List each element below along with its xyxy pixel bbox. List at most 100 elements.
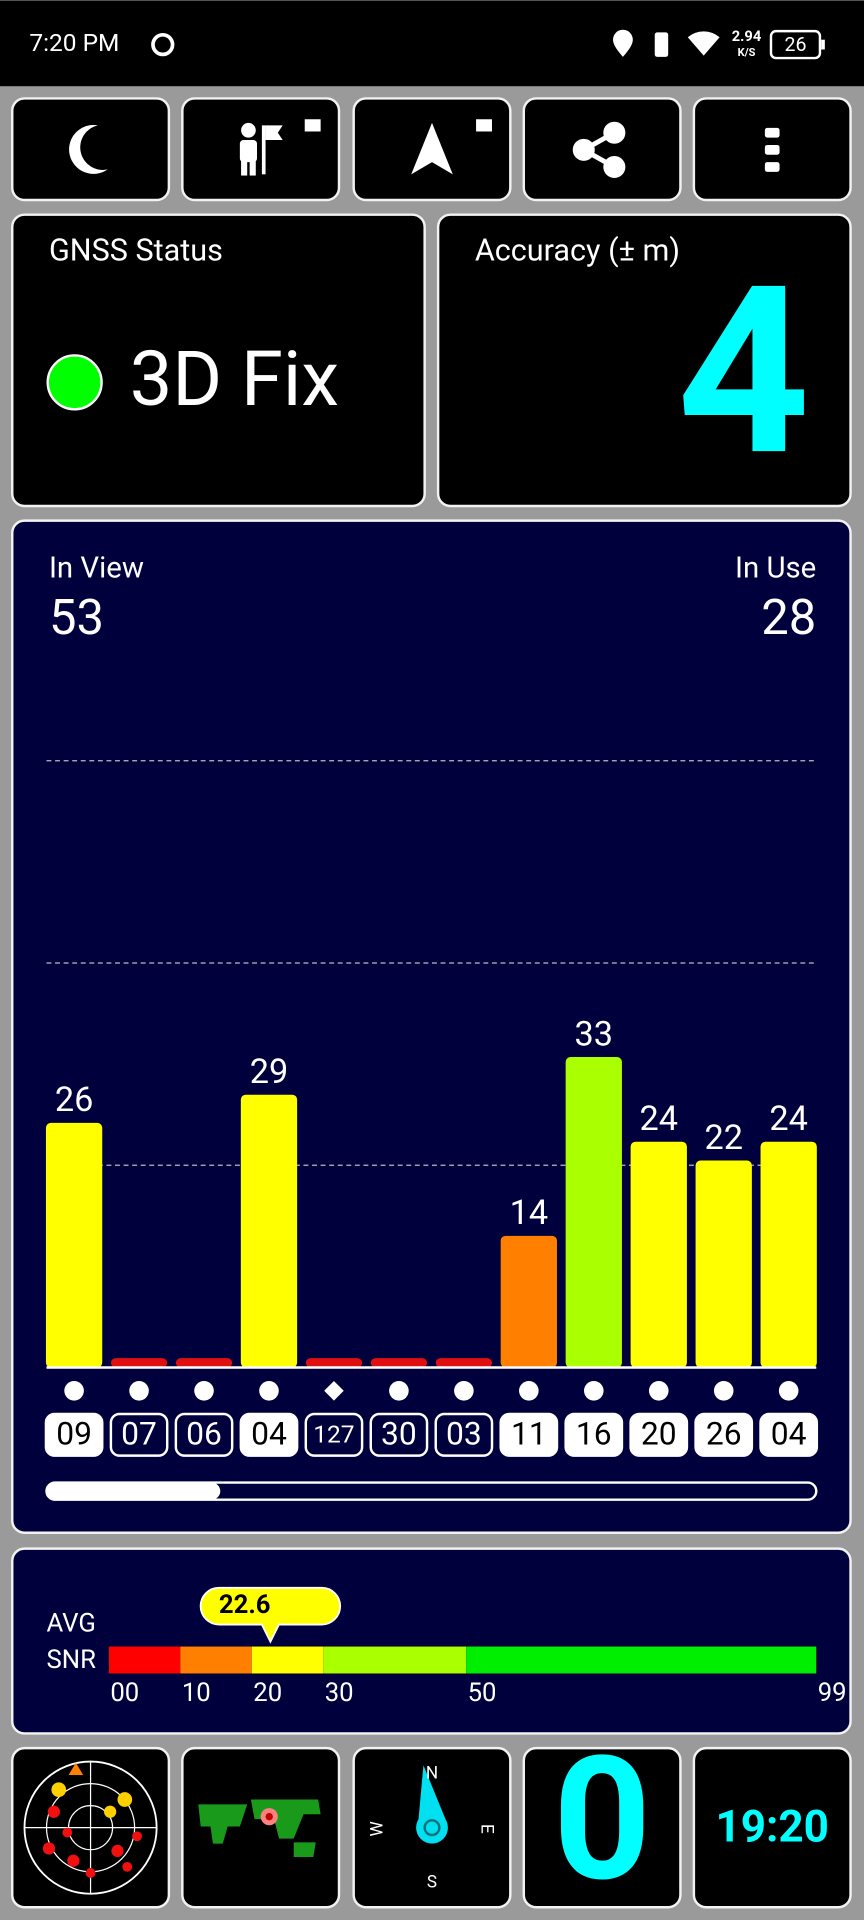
scrollbar-thumb[interactable]	[46, 1482, 221, 1500]
snr-label-bottom: SNR	[47, 1645, 97, 1675]
avg-label: 22.6	[219, 1590, 271, 1620]
satellite-id: 04	[251, 1414, 287, 1452]
avg-marker	[199, 1586, 341, 1644]
clock-tile	[692, 1746, 852, 1909]
bar	[305, 1358, 363, 1368]
bar	[500, 1235, 557, 1368]
value-label: 24	[640, 1099, 679, 1139]
location-mode-button[interactable]	[181, 97, 341, 202]
bar	[695, 1160, 752, 1368]
satellite-id-box	[304, 1412, 364, 1457]
constellation-marker	[648, 1380, 669, 1401]
compass-e: E	[476, 1824, 496, 1834]
battery	[769, 29, 822, 60]
satellite-id-box	[109, 1412, 169, 1457]
constellation-marker	[64, 1380, 84, 1401]
satellite-id-box	[629, 1412, 689, 1457]
value-label: 29	[250, 1052, 289, 1092]
in-view-value: 53	[49, 589, 104, 646]
constellation-marker	[194, 1380, 214, 1401]
bar-chart: 26 09 07 06 29 04 127 30 03 14 11 33 16 24 20 22 26 24 04	[44, 760, 819, 1457]
wifi-icon	[687, 31, 720, 56]
constellation-marker	[713, 1380, 734, 1401]
satellite-id-box	[174, 1412, 234, 1457]
satellite-id: 11	[511, 1414, 547, 1452]
snr-segment	[180, 1646, 252, 1674]
snr-tick-label: 10	[182, 1678, 211, 1708]
constellation-marker	[259, 1380, 279, 1401]
world-map-icon	[198, 1799, 321, 1858]
in-view-label: In View	[49, 551, 144, 585]
net-speed-unit: K/S	[738, 46, 756, 59]
constellation-marker	[389, 1380, 409, 1401]
night-mode-button[interactable]	[11, 97, 171, 202]
sky-plot-icon	[23, 1760, 158, 1895]
constellation-marker	[519, 1380, 539, 1401]
accuracy-title: Accuracy (± m)	[475, 234, 680, 269]
status-time: 7:20 PM	[29, 28, 119, 57]
satellite-id: 20	[641, 1414, 677, 1452]
counter-value: 0	[553, 1719, 651, 1920]
bar	[435, 1358, 493, 1368]
satellite-id-box	[369, 1412, 429, 1457]
constellation-marker	[324, 1380, 344, 1401]
constellation-marker	[454, 1380, 474, 1401]
clock-value: 19:20	[715, 1801, 829, 1853]
value-label: 22	[704, 1118, 742, 1158]
lock-icon	[304, 119, 321, 132]
satellite-id: 07	[121, 1414, 157, 1452]
satellite-id: 127	[313, 1420, 354, 1449]
net-speed: 2.94	[732, 27, 762, 45]
value-label: 24	[769, 1099, 808, 1139]
satellite-chart-tile	[11, 519, 852, 1534]
lock-icon	[476, 119, 492, 132]
arrow-icon	[411, 122, 453, 175]
battery-level: 26	[784, 33, 806, 56]
compass-n: N	[426, 1763, 438, 1783]
snr-segment	[466, 1646, 817, 1674]
gnss-status-tile	[11, 213, 426, 508]
person-flag-icon	[239, 122, 283, 176]
satellite-id-box	[434, 1412, 494, 1457]
compass-w: W	[368, 1821, 388, 1836]
chrome-icon	[151, 32, 175, 57]
satellite-id-box	[239, 1412, 299, 1457]
value-label: 26	[55, 1080, 93, 1120]
satellite-id: 04	[771, 1414, 807, 1452]
in-use-value: 28	[761, 589, 816, 646]
moon-icon	[69, 124, 108, 174]
satellite-id: 06	[186, 1414, 222, 1452]
satellite-id: 03	[446, 1414, 482, 1452]
snr-tick-label: 99	[818, 1678, 847, 1708]
accuracy-value: 4	[677, 235, 810, 508]
satellite-id: 16	[576, 1414, 612, 1452]
compass-s: S	[427, 1872, 437, 1892]
counter-tile	[522, 1746, 682, 1909]
satellite-id-box	[759, 1412, 819, 1457]
value-label: 14	[510, 1193, 549, 1233]
snr-segment	[323, 1646, 467, 1674]
constellation-marker	[584, 1380, 604, 1401]
snr-tick-label: 30	[325, 1678, 354, 1708]
satellite-id: 09	[56, 1414, 92, 1452]
snr-segment	[251, 1646, 324, 1674]
bar	[240, 1094, 298, 1368]
menu-icon	[764, 127, 780, 172]
bar	[760, 1141, 817, 1368]
location-icon	[613, 29, 633, 57]
accuracy-tile	[436, 213, 852, 508]
share-button[interactable]	[522, 97, 682, 202]
satellite-id: 30	[381, 1414, 417, 1452]
snr-label-top: AVG	[47, 1608, 96, 1638]
vibrate-icon	[654, 32, 669, 57]
status-bar	[0, 0, 864, 87]
satellite-id-box	[499, 1412, 559, 1457]
snr-scale: 00 10 20 30 50 99 22.6	[108, 1586, 847, 1708]
compass-icon: N E S W	[368, 1763, 497, 1892]
gnss-status-value: 3D Fix	[130, 335, 339, 424]
constellation-marker	[778, 1380, 799, 1401]
snr-segment	[108, 1646, 181, 1674]
map-button[interactable]	[181, 1746, 341, 1909]
bar	[110, 1358, 168, 1368]
